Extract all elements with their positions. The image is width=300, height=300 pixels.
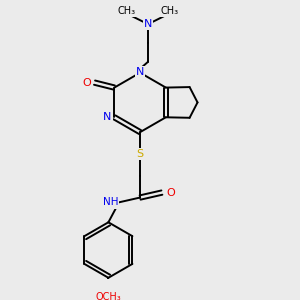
Text: NH: NH xyxy=(103,197,118,208)
Text: CH₃: CH₃ xyxy=(117,6,135,16)
Text: N: N xyxy=(103,112,112,122)
Text: CH₃: CH₃ xyxy=(161,6,179,16)
Text: N: N xyxy=(136,67,144,77)
Text: OCH₃: OCH₃ xyxy=(95,292,121,300)
Text: S: S xyxy=(136,149,144,159)
Text: N: N xyxy=(144,19,152,29)
Text: O: O xyxy=(82,78,91,88)
Text: O: O xyxy=(167,188,175,198)
